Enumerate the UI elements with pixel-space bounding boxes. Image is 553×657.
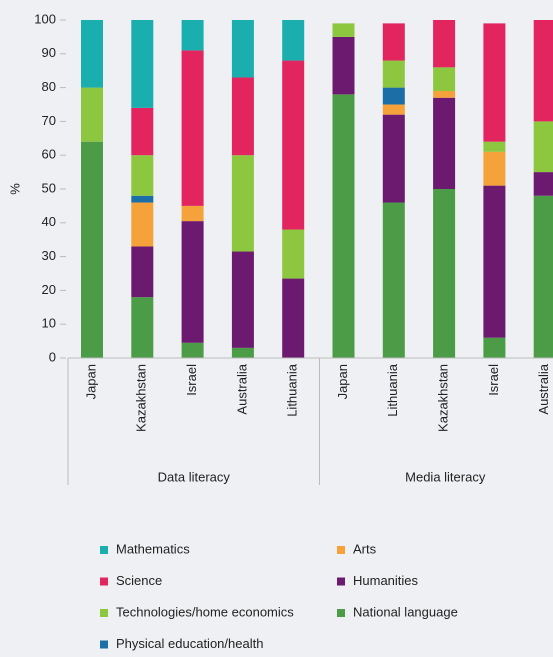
x-tick-label: Japan [335,364,350,399]
y-tick-label: 30 [42,248,56,263]
bar-segment [81,141,103,358]
bar-segment [433,67,456,91]
x-tick-label: Lithuania [385,363,400,417]
y-tick-label: 80 [42,79,56,94]
bar-segment [382,104,405,115]
bar-segment [382,60,405,88]
legend-label: Science [116,573,162,588]
bar-segment [382,23,405,61]
y-tick-label: 90 [42,45,56,60]
x-tick-label: Israel [486,364,501,396]
bar-segment [282,60,305,230]
legend-label: National language [353,604,458,619]
legend-swatch [100,640,108,649]
bar-segment [433,189,456,358]
x-tick-label: Israel [184,364,199,396]
y-tick-label: 70 [42,113,56,128]
bar-segment [382,202,405,358]
legend-label: Physical education/health [116,636,263,651]
y-tick-label: 40 [42,214,56,229]
bar-segment [332,36,355,95]
bar-segment [332,23,355,37]
legend-label: Humanities [353,573,419,588]
bar-segment [483,151,506,186]
legend-swatch [100,577,108,586]
bar-segment [131,195,154,203]
bar-segment [181,205,204,222]
bar-segment [131,155,154,196]
bar-segment [483,141,506,152]
bar-segment [231,347,254,358]
bar-segment [231,155,254,252]
x-tick-label: Australia [234,363,249,414]
bar-segment [483,23,506,142]
x-tick-label: Lithuania [285,363,300,417]
y-tick-label: 0 [49,349,56,364]
bar-segment [282,229,305,279]
legend-label: Technologies/home economics [116,604,294,619]
legend-label: Arts [353,541,377,556]
bar-segment [433,20,456,68]
bar-segment [282,20,305,61]
bar-segment [131,107,154,156]
bar-segment [433,97,456,189]
bar-segment [131,297,154,358]
y-tick-label: 20 [42,282,56,297]
y-tick-label: 50 [42,180,56,195]
bar-segment [533,195,553,358]
y-tick-label: 10 [42,316,56,331]
x-tick-label: Japan [83,364,98,399]
legend-swatch [100,609,108,617]
bar-segment [483,185,506,338]
bar-segment [81,20,103,88]
bar-segment [433,90,456,98]
legend-swatch [337,609,345,617]
x-tick-label: Kazakhstan [436,364,451,432]
bar-segment [533,172,553,196]
legend-swatch [337,577,345,586]
bar-segment [131,246,154,298]
bar-segment [81,87,103,142]
group-label: Data literacy [158,469,231,484]
bar-segment [181,342,204,358]
y-axis-label: % [7,183,22,195]
bar-segment [181,50,204,206]
bar-segment [131,202,154,247]
y-tick-label: 100 [34,11,56,26]
group-label: Media literacy [405,469,486,484]
legend-label: Mathematics [116,541,190,556]
bar-segment [181,20,204,51]
bar-segment [282,278,305,358]
bar-segment [533,20,553,122]
bar-segment [231,251,254,348]
bar-segment [181,221,204,343]
bar-segment [231,20,254,78]
bar-segment [483,337,506,358]
x-tick-label: Australia [536,363,551,414]
legend-swatch [337,546,345,554]
bar-segment [332,94,355,359]
legend-swatch [100,546,108,554]
bar-segment [231,77,254,156]
y-tick-label: 60 [42,147,56,162]
bar-segment [533,121,553,173]
x-tick-label: Kazakhstan [134,364,149,432]
bar-segment [131,20,154,108]
bar-segment [382,114,405,203]
bar-segment [382,87,405,105]
